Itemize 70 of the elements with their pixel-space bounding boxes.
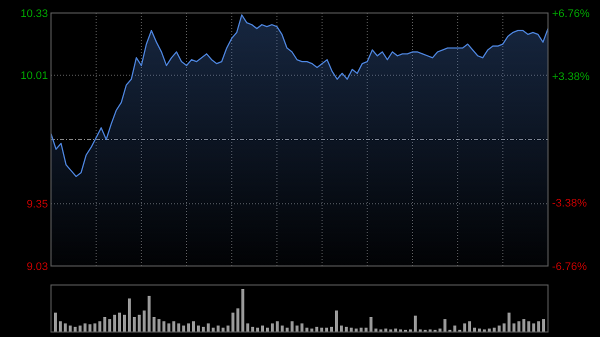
bar: [276, 321, 279, 332]
y-tick-label: 9.35: [26, 198, 48, 211]
bar: [196, 326, 200, 332]
bar: [64, 323, 67, 332]
bar: [270, 323, 274, 332]
bar: [286, 328, 289, 332]
bar: [88, 324, 92, 332]
bar: [222, 328, 225, 332]
bar: [340, 326, 343, 332]
y-tick-label: 10.33: [20, 8, 48, 20]
bar: [261, 326, 264, 332]
bar: [93, 323, 96, 332]
bar: [325, 328, 328, 332]
bar: [118, 312, 122, 332]
bar: [148, 296, 151, 332]
bar: [98, 321, 102, 332]
bar: [122, 314, 126, 332]
bar: [241, 289, 244, 332]
bar: [517, 321, 520, 332]
bar: [231, 312, 234, 332]
bar: [414, 316, 417, 332]
bar: [537, 321, 540, 332]
bar: [443, 319, 446, 332]
y-tick-label: 9.03: [26, 260, 48, 273]
bar: [108, 319, 112, 332]
bar: [78, 326, 82, 332]
bar: [522, 319, 526, 332]
y2-tick-label: -3.38%: [552, 198, 588, 210]
bar: [58, 321, 62, 332]
bar: [364, 328, 368, 332]
bar: [360, 328, 363, 332]
bar: [236, 308, 240, 332]
y2-tick-label: -6.76%: [552, 260, 588, 273]
bar: [305, 328, 308, 332]
bar: [162, 321, 166, 332]
bar: [167, 323, 170, 332]
bar: [335, 310, 338, 332]
bar: [468, 321, 472, 332]
bar: [370, 316, 372, 332]
bar: [542, 319, 546, 332]
bar: [132, 316, 136, 332]
bar: [266, 328, 269, 332]
y-tick-label: 10.01: [20, 70, 48, 82]
bar: [142, 310, 146, 332]
bar: [290, 321, 294, 332]
bar: [453, 326, 456, 332]
bar: [192, 321, 195, 332]
bar: [84, 323, 87, 332]
bar: [182, 326, 186, 332]
bar: [158, 319, 160, 332]
bar: [216, 326, 220, 332]
bar: [320, 328, 324, 332]
bar: [300, 323, 304, 332]
bar: [226, 326, 230, 332]
bar: [473, 328, 476, 332]
bar: [463, 323, 466, 332]
y2-tick-label: +6.76%: [552, 8, 590, 20]
bar: [113, 314, 116, 332]
bar: [498, 326, 501, 332]
bar: [54, 312, 57, 332]
bar: [512, 323, 516, 332]
bar: [187, 323, 190, 332]
bar: [152, 316, 156, 332]
bar: [128, 298, 131, 332]
bar: [296, 326, 299, 332]
bar: [256, 328, 260, 332]
bar: [532, 323, 536, 332]
bar: [502, 323, 506, 332]
y2-tick-label: +3.38%: [552, 71, 590, 84]
bar: [508, 312, 511, 332]
